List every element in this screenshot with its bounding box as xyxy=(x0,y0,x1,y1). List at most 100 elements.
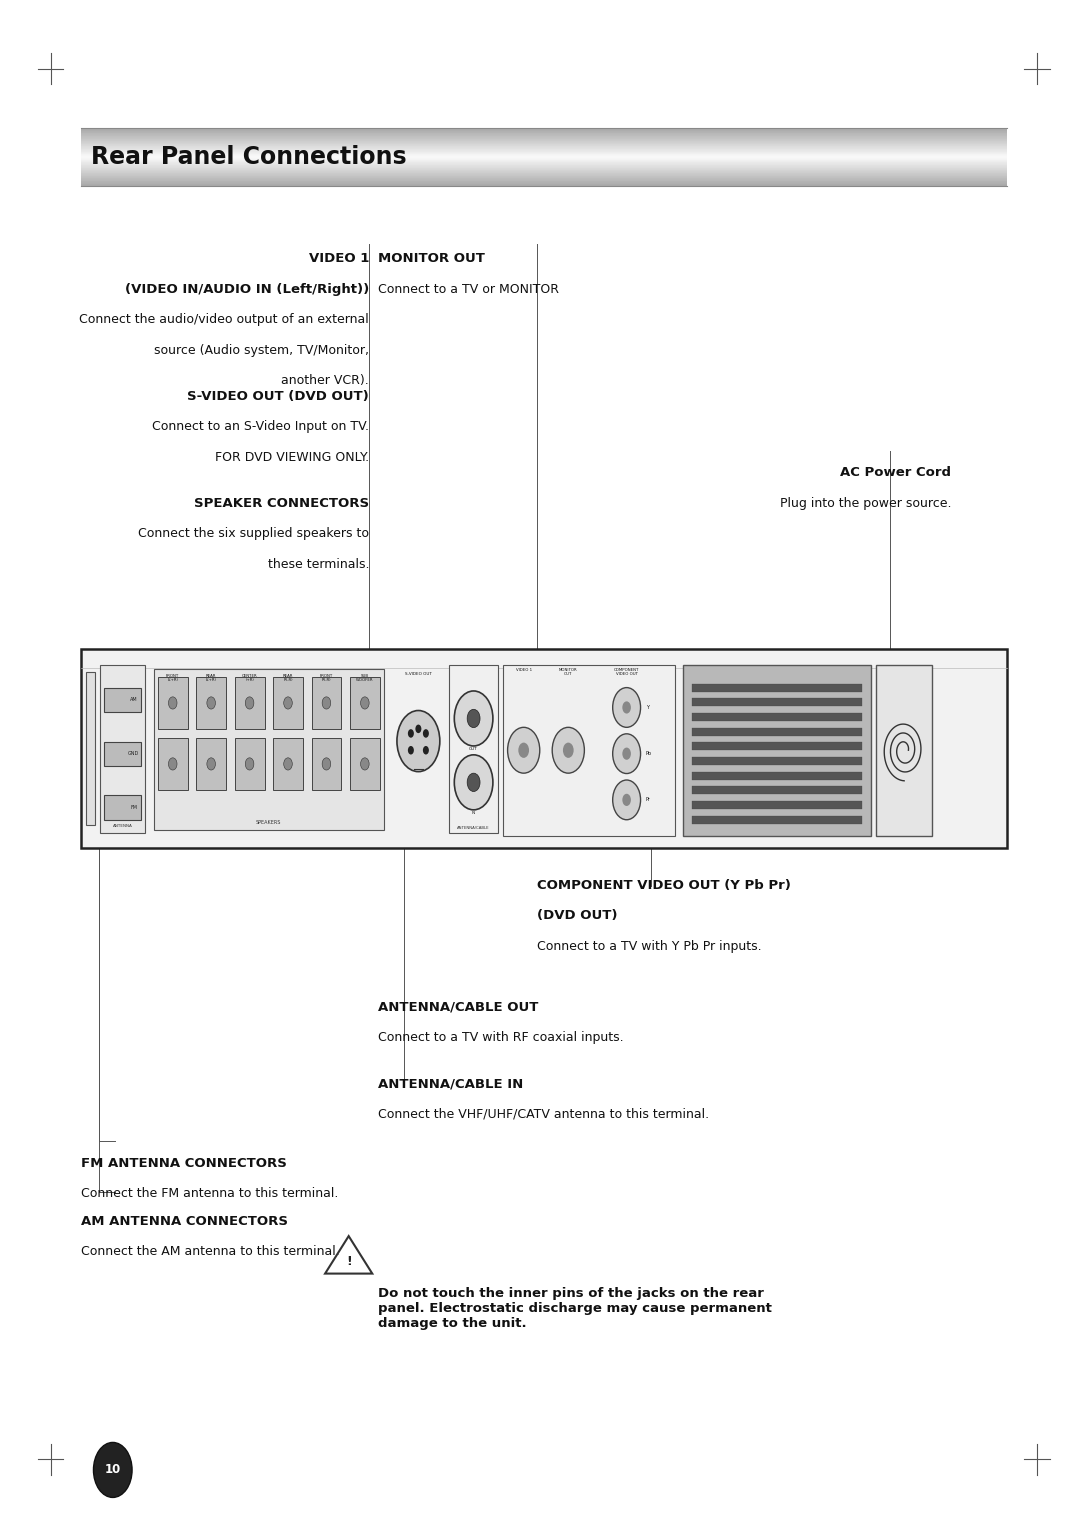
Circle shape xyxy=(612,733,640,773)
Text: Connect to an S-Video Input on TV.: Connect to an S-Video Input on TV. xyxy=(152,420,369,434)
Bar xyxy=(197,677,226,729)
Circle shape xyxy=(284,758,293,770)
Text: CENTER
(+R): CENTER (+R) xyxy=(242,674,257,683)
Circle shape xyxy=(361,758,369,770)
Text: SUB
WOOFER: SUB WOOFER xyxy=(356,674,374,683)
Bar xyxy=(692,787,862,795)
Text: these terminals.: these terminals. xyxy=(268,558,369,571)
Circle shape xyxy=(245,758,254,770)
Text: S-VIDEO OUT (DVD OUT): S-VIDEO OUT (DVD OUT) xyxy=(187,390,369,403)
Text: Connect to a TV with RF coaxial inputs.: Connect to a TV with RF coaxial inputs. xyxy=(378,1031,623,1045)
Text: OUT: OUT xyxy=(469,747,478,752)
Circle shape xyxy=(455,755,492,810)
Bar xyxy=(104,688,140,712)
Circle shape xyxy=(552,727,584,773)
Text: COMPONENT
VIDEO OUT: COMPONENT VIDEO OUT xyxy=(613,668,639,677)
Text: 10: 10 xyxy=(105,1464,121,1476)
Bar xyxy=(158,738,188,790)
Text: IN: IN xyxy=(472,811,475,816)
Text: SPEAKERS: SPEAKERS xyxy=(256,821,282,825)
Bar xyxy=(692,801,862,808)
Circle shape xyxy=(284,697,293,709)
Bar xyxy=(234,738,265,790)
Text: Connect the AM antenna to this terminal.: Connect the AM antenna to this terminal. xyxy=(81,1245,339,1259)
Text: (DVD OUT): (DVD OUT) xyxy=(538,909,618,923)
Circle shape xyxy=(508,727,540,773)
Text: S-VIDEO OUT: S-VIDEO OUT xyxy=(405,672,432,677)
Circle shape xyxy=(397,711,440,772)
Bar xyxy=(104,795,140,819)
Circle shape xyxy=(518,743,529,758)
Text: ANTENNA: ANTENNA xyxy=(112,824,133,828)
Bar xyxy=(81,649,1007,848)
Circle shape xyxy=(361,697,369,709)
Circle shape xyxy=(245,697,254,709)
Bar xyxy=(692,816,862,824)
Bar xyxy=(273,738,302,790)
Circle shape xyxy=(455,691,492,746)
Bar xyxy=(100,665,145,833)
Text: FRONT
R(-R): FRONT R(-R) xyxy=(320,674,333,683)
Bar xyxy=(153,669,384,830)
Circle shape xyxy=(207,758,215,770)
Bar xyxy=(350,677,380,729)
Bar xyxy=(273,677,302,729)
Text: Rear Panel Connections: Rear Panel Connections xyxy=(92,145,407,170)
Text: FOR DVD VIEWING ONLY.: FOR DVD VIEWING ONLY. xyxy=(215,451,369,465)
Bar xyxy=(311,677,341,729)
Circle shape xyxy=(423,729,429,738)
Text: Do not touch the inner pins of the jacks on the rear
panel. Electrostatic discha: Do not touch the inner pins of the jacks… xyxy=(378,1287,771,1329)
Bar xyxy=(692,772,862,779)
Bar xyxy=(692,756,862,766)
Text: Connect to a TV with Y Pb Pr inputs.: Connect to a TV with Y Pb Pr inputs. xyxy=(538,940,762,953)
Text: Pr: Pr xyxy=(646,798,651,802)
Text: FRONT
L(+R): FRONT L(+R) xyxy=(166,674,179,683)
Circle shape xyxy=(563,743,573,758)
Circle shape xyxy=(408,729,414,738)
Bar xyxy=(692,727,862,735)
Bar xyxy=(86,672,95,825)
Text: SPEAKER CONNECTORS: SPEAKER CONNECTORS xyxy=(194,497,369,510)
Bar xyxy=(503,665,675,836)
Text: REAR
L(+R): REAR L(+R) xyxy=(205,674,217,683)
Text: REAR
R(-R): REAR R(-R) xyxy=(283,674,293,683)
Circle shape xyxy=(94,1442,132,1497)
Text: MONITOR OUT: MONITOR OUT xyxy=(378,252,485,266)
Text: COMPONENT VIDEO OUT (Y Pb Pr): COMPONENT VIDEO OUT (Y Pb Pr) xyxy=(538,879,792,892)
Circle shape xyxy=(612,779,640,819)
Text: Connect the VHF/UHF/CATV antenna to this terminal.: Connect the VHF/UHF/CATV antenna to this… xyxy=(378,1108,708,1122)
Text: Connect to a TV or MONITOR: Connect to a TV or MONITOR xyxy=(378,283,558,296)
Text: FM: FM xyxy=(131,805,137,810)
Circle shape xyxy=(168,697,177,709)
Text: FM ANTENNA CONNECTORS: FM ANTENNA CONNECTORS xyxy=(81,1157,286,1170)
Text: AM: AM xyxy=(130,697,137,703)
Text: GND: GND xyxy=(129,752,139,756)
Circle shape xyxy=(622,747,631,759)
Circle shape xyxy=(468,709,480,727)
Text: Connect the FM antenna to this terminal.: Connect the FM antenna to this terminal. xyxy=(81,1187,338,1201)
Text: Y: Y xyxy=(646,704,649,711)
Bar xyxy=(692,698,862,706)
Text: AM ANTENNA CONNECTORS: AM ANTENNA CONNECTORS xyxy=(81,1215,287,1229)
Bar xyxy=(876,665,932,836)
Text: VIDEO 1: VIDEO 1 xyxy=(309,252,369,266)
Bar xyxy=(158,677,188,729)
Circle shape xyxy=(622,701,631,714)
Bar xyxy=(350,738,380,790)
Circle shape xyxy=(168,758,177,770)
Text: another VCR).: another VCR). xyxy=(281,374,369,388)
Circle shape xyxy=(622,793,631,805)
Text: ANTENNA/CABLE IN: ANTENNA/CABLE IN xyxy=(378,1077,523,1091)
Bar xyxy=(692,743,862,750)
Text: Pb: Pb xyxy=(646,752,652,756)
Bar xyxy=(684,665,870,836)
Text: ANTENNA/CABLE: ANTENNA/CABLE xyxy=(457,825,490,830)
Text: !: ! xyxy=(346,1256,352,1268)
Bar xyxy=(234,677,265,729)
Bar xyxy=(311,738,341,790)
Circle shape xyxy=(612,688,640,727)
Text: (VIDEO IN/AUDIO IN (Left/Right)): (VIDEO IN/AUDIO IN (Left/Right)) xyxy=(125,283,369,296)
Bar xyxy=(449,665,498,833)
Circle shape xyxy=(322,697,330,709)
Circle shape xyxy=(207,697,215,709)
